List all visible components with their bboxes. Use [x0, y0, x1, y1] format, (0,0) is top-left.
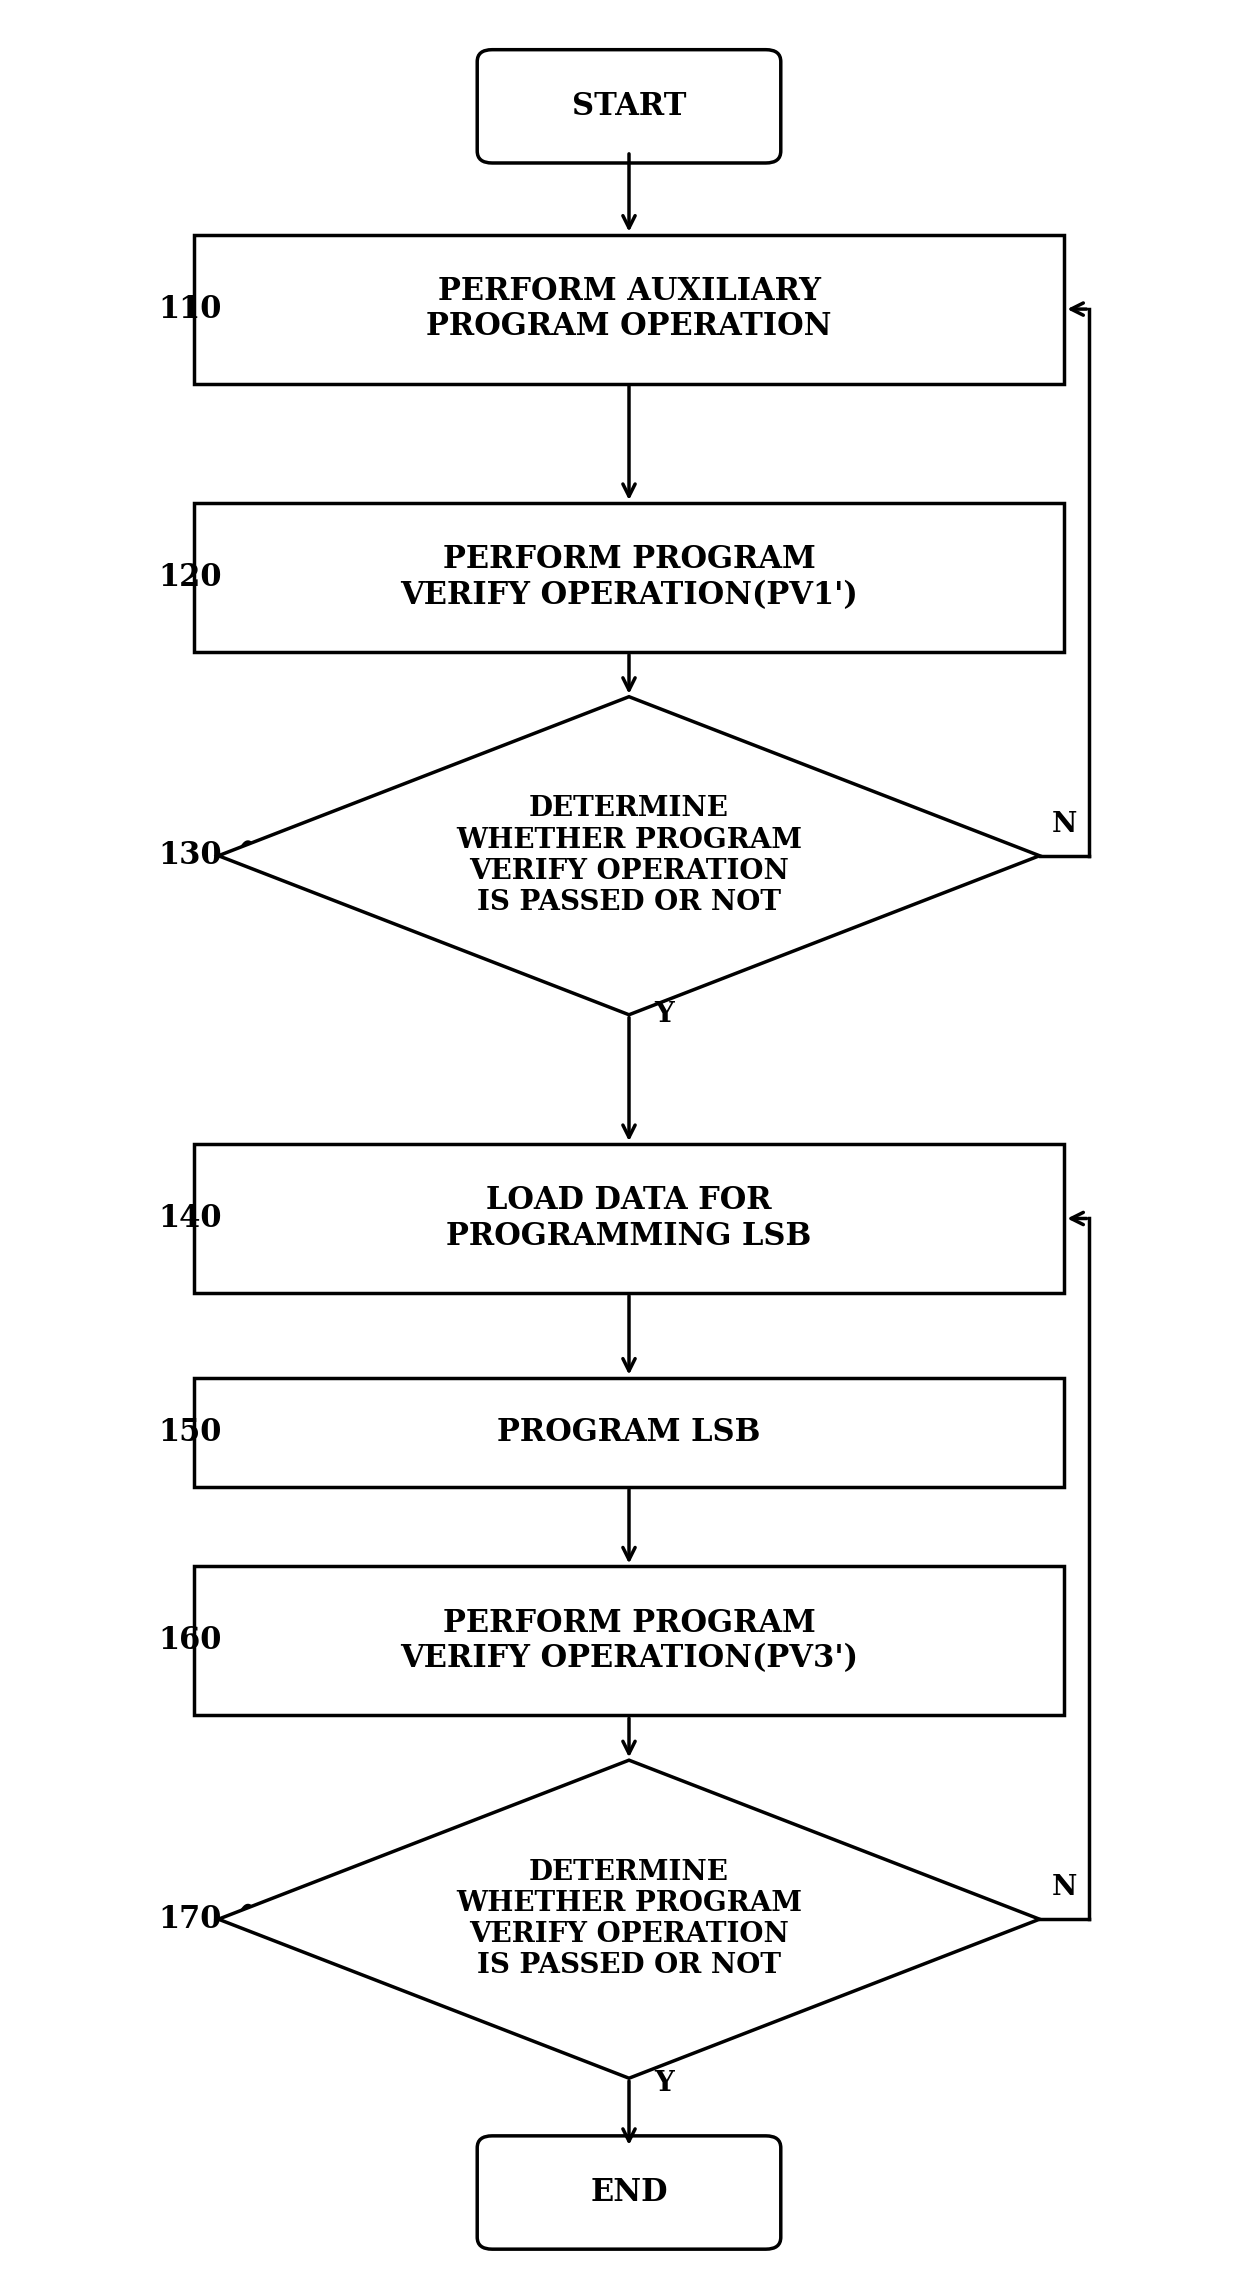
- Text: DETERMINE
WHETHER PROGRAM
VERIFY OPERATION
IS PASSED OR NOT: DETERMINE WHETHER PROGRAM VERIFY OPERATI…: [455, 796, 803, 916]
- Bar: [194, 1378, 1064, 1487]
- Text: 170: 170: [159, 1903, 223, 1935]
- Text: START: START: [571, 91, 687, 123]
- Polygon shape: [219, 1760, 1039, 2078]
- Text: LOAD DATA FOR
PROGRAMMING LSB: LOAD DATA FOR PROGRAMMING LSB: [447, 1185, 811, 1253]
- Bar: [194, 1144, 1064, 1294]
- Text: 130: 130: [159, 839, 223, 871]
- Text: 110: 110: [159, 293, 223, 325]
- Text: DETERMINE
WHETHER PROGRAM
VERIFY OPERATION
IS PASSED OR NOT: DETERMINE WHETHER PROGRAM VERIFY OPERATI…: [455, 1858, 803, 1978]
- Text: END: END: [590, 2176, 668, 2208]
- Text: PERFORM AUXILIARY
PROGRAM OPERATION: PERFORM AUXILIARY PROGRAM OPERATION: [426, 275, 832, 343]
- Text: Y: Y: [654, 2069, 673, 2097]
- Polygon shape: [219, 696, 1039, 1014]
- Text: PROGRAM LSB: PROGRAM LSB: [497, 1417, 761, 1449]
- Text: 120: 120: [159, 562, 223, 594]
- FancyBboxPatch shape: [477, 2135, 781, 2249]
- Bar: [194, 234, 1064, 384]
- Bar: [194, 503, 1064, 653]
- Text: 160: 160: [159, 1626, 223, 1655]
- Text: PERFORM PROGRAM
VERIFY OPERATION(PV1'): PERFORM PROGRAM VERIFY OPERATION(PV1'): [400, 543, 858, 612]
- Text: PERFORM PROGRAM
VERIFY OPERATION(PV3'): PERFORM PROGRAM VERIFY OPERATION(PV3'): [400, 1608, 858, 1674]
- Text: 150: 150: [159, 1417, 223, 1449]
- Text: Y: Y: [654, 1001, 673, 1028]
- Text: N: N: [1052, 1874, 1077, 1901]
- Text: 140: 140: [159, 1203, 223, 1235]
- Text: N: N: [1052, 812, 1077, 837]
- FancyBboxPatch shape: [477, 50, 781, 164]
- Bar: [194, 1567, 1064, 1715]
